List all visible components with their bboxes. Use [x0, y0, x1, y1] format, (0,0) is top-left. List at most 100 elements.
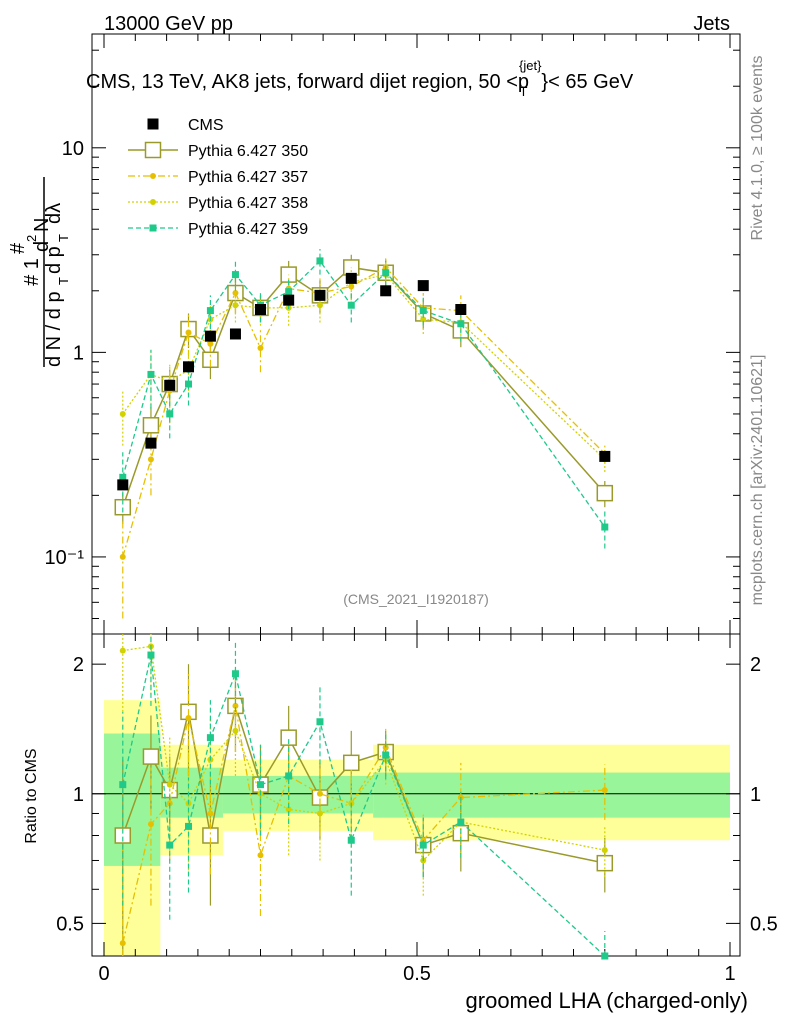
main-point-p359: [147, 370, 155, 378]
main-point-p359: [419, 307, 427, 315]
main-point-p359: [457, 320, 465, 328]
ratio-y-tick-label: 1: [73, 784, 84, 806]
ratio-point-p359: [316, 718, 324, 726]
ratio-point-p357: [185, 714, 192, 721]
main-point-p359: [316, 257, 324, 265]
main-point-p359: [206, 307, 214, 315]
main-point-p359: [285, 288, 293, 296]
main-point-p359: [382, 269, 390, 277]
legend-label-p358: Pythia 6.427 358: [188, 195, 308, 212]
main-y-tick-label: 10⁻¹: [45, 547, 85, 569]
ratio-y-tick-label: 2: [73, 654, 84, 676]
ratio-point-p358: [285, 806, 292, 813]
ratio-point-p359: [257, 781, 264, 789]
ratio-point-p359: [119, 781, 127, 789]
main-point-p358: [420, 316, 427, 323]
ratio-point-p357: [232, 702, 239, 709]
main-point-data: [164, 379, 176, 391]
main-point-p359: [601, 523, 609, 531]
analysis-reference: (CMS_2021_I1920187): [343, 591, 489, 607]
ratio-band-inner: [222, 775, 374, 814]
ratio-point-p350: [280, 729, 297, 746]
svg-text:T: T: [56, 277, 71, 285]
main-point-data: [455, 304, 467, 316]
svg-text:2: 2: [24, 235, 39, 242]
main-point-data: [345, 272, 357, 284]
ratio-y-tick-label-right: 0.5: [750, 913, 778, 935]
main-point-data: [283, 294, 295, 306]
legend-label-data: CMS: [188, 117, 224, 134]
main-line-p358: [122, 273, 606, 460]
plot-title-sub: T: [519, 84, 527, 99]
legend-label-p350: Pythia 6.427 350: [188, 143, 308, 160]
ratio-point-p350: [142, 748, 160, 765]
mcplots-source-note: mcplots.cern.ch [arXiv:2401.10621]: [749, 355, 766, 606]
main-point-data: [204, 330, 216, 342]
ratio-point-p359: [419, 841, 427, 849]
main-point-data: [599, 450, 611, 462]
main-point-data: [117, 479, 129, 491]
plot-title-tail: }< 65 GeV: [541, 71, 633, 93]
plot-title-main: CMS, 13 TeV, AK8 jets, forward dijet reg…: [86, 71, 529, 93]
main-plot-area: [114, 249, 614, 619]
main-axis-ticks: 10⁻¹ 1 10: [45, 34, 740, 634]
ratio-line-p358: [122, 645, 605, 862]
svg-text:# 1: # 1: [21, 258, 43, 286]
main-point-data: [183, 361, 195, 373]
legend-marker-p357: [150, 173, 156, 179]
ratio-point-p357: [316, 790, 323, 797]
ratio-axis-ticks: 0.5 0.5 1 1 2 2 0 0.5 1: [56, 634, 778, 985]
ratio-point-p357: [147, 821, 154, 828]
svg-text:T: T: [56, 234, 71, 242]
ratio-plot-area: [114, 634, 614, 960]
ratio-point-p350: [343, 754, 360, 772]
ratio-point-p359: [285, 772, 293, 780]
main-point-data: [145, 437, 157, 449]
ratio-point-p359: [185, 822, 193, 830]
ratio-point-p359: [231, 670, 239, 678]
header-energy-label: 13000 GeV pp: [104, 13, 233, 35]
ratio-point-p359: [206, 734, 214, 742]
ratio-point-p359: [147, 651, 155, 659]
x-tick-label: 0: [98, 963, 109, 985]
svg-text:d N / d p: d N / d p: [43, 291, 65, 367]
ratio-point-p359: [457, 818, 465, 826]
svg-text:d: d: [31, 241, 53, 252]
main-series-p359: [119, 249, 609, 549]
main-point-p359: [347, 301, 355, 309]
ratio-point-p350: [114, 827, 132, 844]
main-point-p359: [166, 410, 174, 418]
ratio-point-p358: [601, 847, 608, 854]
svg-text:N: N: [31, 218, 53, 232]
legend-label-p359: Pythia 6.427 359: [188, 221, 308, 238]
svg-text:dλ: dλ: [43, 203, 65, 224]
ratio-y-tick-label-right: 1: [750, 784, 761, 806]
main-y-axis-label: # 1 d N / d p T # d 2 N d p T dλ: [7, 177, 71, 367]
main-point-p357: [207, 340, 214, 347]
x-axis-label: groomed LHA (charged-only): [466, 988, 748, 1013]
ratio-point-p358: [119, 647, 126, 654]
main-point-p358: [232, 302, 239, 309]
main-y-tick-label: 1: [73, 342, 84, 364]
main-point-p357: [147, 456, 154, 463]
ratio-point-p359: [347, 836, 355, 844]
ratio-point-p357: [257, 852, 264, 859]
ratio-series-p359: [119, 634, 609, 960]
legend-marker-p358: [150, 199, 156, 205]
main-point-data: [314, 289, 326, 301]
ratio-point-p359: [166, 841, 174, 849]
ratio-point-p357: [119, 940, 126, 947]
ratio-point-p358: [316, 810, 323, 817]
plot-title: CMS, 13 TeV, AK8 jets, forward dijet reg…: [86, 58, 634, 99]
main-point-p357: [185, 329, 192, 336]
main-point-p359: [185, 380, 193, 388]
main-series-p350: [114, 254, 614, 524]
main-point-p350: [596, 484, 614, 502]
ratio-uncertainty-bands: [92, 700, 740, 956]
header-jets-label: Jets: [693, 13, 730, 35]
ratio-point-p358: [166, 781, 173, 788]
svg-text:#: #: [7, 242, 29, 254]
main-y-tick-label: 10: [62, 138, 84, 160]
x-tick-label: 1: [724, 963, 735, 985]
